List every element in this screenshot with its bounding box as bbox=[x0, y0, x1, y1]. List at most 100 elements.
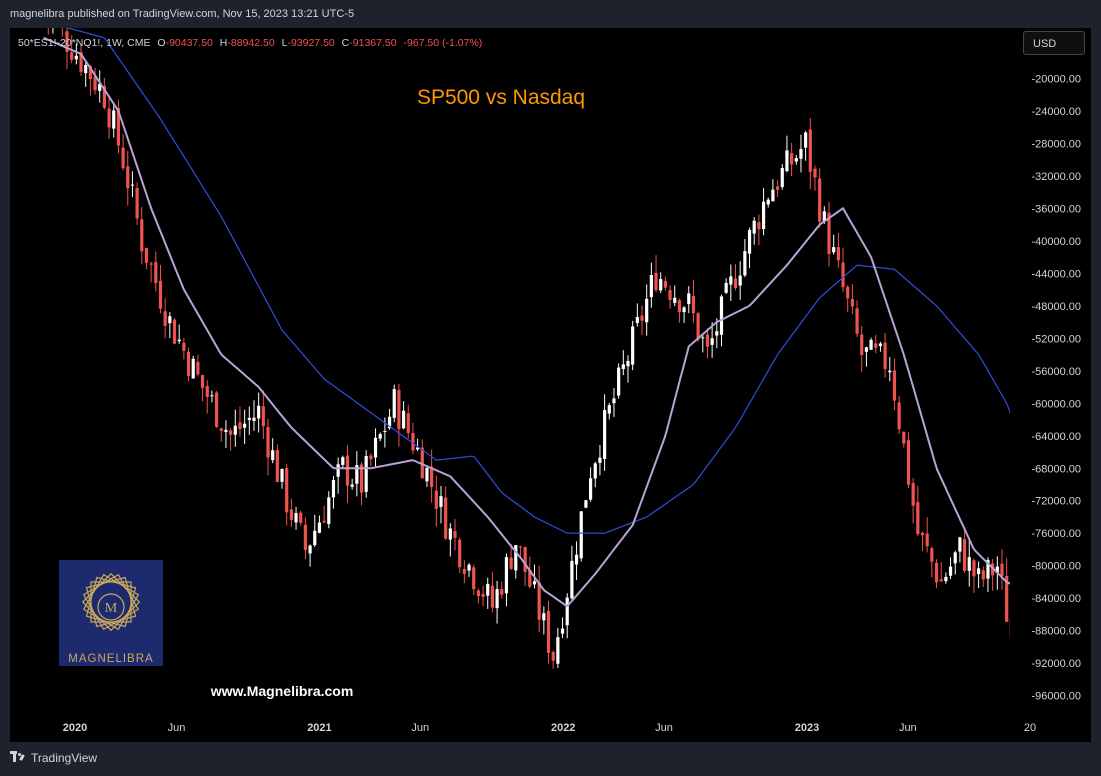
price-axis[interactable]: -16000.00-20000.00-24000.00-28000.00-320… bbox=[1031, 41, 1081, 703]
candle-down bbox=[126, 166, 130, 189]
candle-down bbox=[916, 502, 920, 535]
candle-up bbox=[626, 360, 630, 367]
x-tick-label: Jun bbox=[411, 722, 429, 734]
y-tick-label: -32000.00 bbox=[1031, 171, 1081, 183]
currency-button[interactable]: USD bbox=[1023, 31, 1085, 55]
candle-down bbox=[186, 351, 191, 376]
candle-down bbox=[93, 76, 97, 91]
candle-up bbox=[373, 437, 378, 458]
legend-close-value: -91367.50 bbox=[349, 37, 396, 49]
candle-up bbox=[565, 597, 569, 626]
candle-up bbox=[112, 110, 116, 129]
candle-up bbox=[799, 149, 803, 159]
candle-up bbox=[560, 628, 565, 634]
candle-down bbox=[462, 569, 466, 574]
candle-down bbox=[275, 450, 279, 482]
candle-down bbox=[1009, 618, 1010, 637]
candle-down bbox=[102, 85, 106, 108]
candle-up bbox=[350, 484, 354, 487]
candle-up bbox=[467, 564, 471, 571]
candle-up bbox=[794, 158, 798, 162]
candle-down bbox=[855, 308, 859, 334]
candle-down bbox=[285, 467, 289, 513]
candle-up bbox=[584, 500, 588, 508]
candle-down bbox=[733, 278, 738, 289]
candle-down bbox=[149, 263, 153, 265]
candle-down bbox=[369, 455, 373, 460]
candle-up bbox=[247, 417, 251, 421]
candle-down bbox=[930, 548, 934, 562]
candle-down bbox=[289, 509, 293, 521]
candle-down bbox=[182, 342, 186, 351]
candle-down bbox=[920, 532, 925, 536]
legend-high-value: -88942.50 bbox=[227, 37, 274, 49]
candle-down bbox=[897, 402, 901, 430]
candle-up bbox=[659, 279, 663, 291]
candle-up bbox=[771, 189, 775, 202]
candle-up bbox=[598, 457, 602, 463]
candle-up bbox=[210, 395, 214, 397]
candle-up bbox=[977, 568, 981, 575]
candle-up bbox=[387, 416, 392, 429]
legend-high-label: H bbox=[220, 37, 228, 49]
candle-up bbox=[944, 576, 948, 582]
publisher-bar: magnelibra published on TradingView.com,… bbox=[0, 0, 1101, 28]
candle-down bbox=[434, 490, 438, 509]
publisher-text: magnelibra published on TradingView.com,… bbox=[10, 8, 355, 20]
candle-down bbox=[808, 129, 812, 172]
candle-up bbox=[425, 467, 429, 482]
candle-up bbox=[233, 425, 237, 435]
candle-up bbox=[74, 55, 78, 60]
candle-up bbox=[271, 450, 275, 461]
candle-up bbox=[252, 417, 256, 421]
candle-down bbox=[911, 483, 915, 506]
candle-down bbox=[892, 370, 897, 401]
x-tick-label: 2020 bbox=[63, 722, 87, 734]
legend-low-value: -93927.50 bbox=[287, 37, 334, 49]
tradingview-logo[interactable]: TradingView bbox=[10, 751, 97, 765]
time-axis[interactable]: 2020 Jun 2021 Jun 2022 Jun 2023 Jun 20 bbox=[63, 722, 1036, 734]
candle-down bbox=[196, 361, 200, 375]
candle-down bbox=[790, 153, 794, 165]
candle-down bbox=[345, 455, 350, 486]
y-tick-label: -72000.00 bbox=[1031, 496, 1081, 508]
candle-down bbox=[88, 66, 92, 80]
y-tick-label: -84000.00 bbox=[1031, 593, 1081, 605]
chart-area[interactable] bbox=[10, 28, 1091, 742]
candle-up bbox=[224, 429, 228, 432]
candle-down bbox=[860, 334, 864, 355]
candle-up bbox=[617, 367, 621, 396]
candle-up bbox=[392, 389, 396, 418]
candle-down bbox=[813, 168, 817, 178]
candle-up bbox=[832, 247, 836, 253]
candle-down bbox=[537, 582, 541, 620]
candle-up bbox=[364, 456, 368, 492]
chart-title: SP500 vs Nasdaq bbox=[417, 86, 585, 109]
candle-down bbox=[205, 386, 209, 397]
candle-up bbox=[570, 560, 574, 599]
y-tick-label: -92000.00 bbox=[1031, 658, 1081, 670]
candle-up bbox=[556, 637, 560, 664]
candle-up bbox=[673, 297, 677, 303]
candle-up bbox=[747, 229, 752, 254]
candle-up bbox=[355, 465, 359, 484]
candle-down bbox=[836, 247, 840, 261]
candle-down bbox=[668, 290, 672, 301]
candles-layer bbox=[47, 25, 1010, 669]
candle-up bbox=[383, 430, 387, 432]
candle-up bbox=[621, 364, 625, 370]
ma-slow-line bbox=[65, 28, 1010, 534]
candle-down bbox=[299, 512, 303, 523]
candle-up bbox=[687, 293, 691, 305]
candle-down bbox=[303, 524, 308, 551]
ohlc-legend: 50*ES1!-20*NQ1!, 1W, CME O-90437.50 H-88… bbox=[18, 37, 482, 49]
candle-down bbox=[61, 25, 64, 28]
candle-down bbox=[135, 188, 139, 219]
y-tick-label: -80000.00 bbox=[1031, 561, 1081, 573]
candle-down bbox=[500, 589, 504, 595]
candle-down bbox=[430, 466, 434, 487]
candle-up bbox=[588, 478, 593, 500]
legend-low-label: L bbox=[282, 37, 288, 49]
candle-down bbox=[818, 178, 822, 222]
